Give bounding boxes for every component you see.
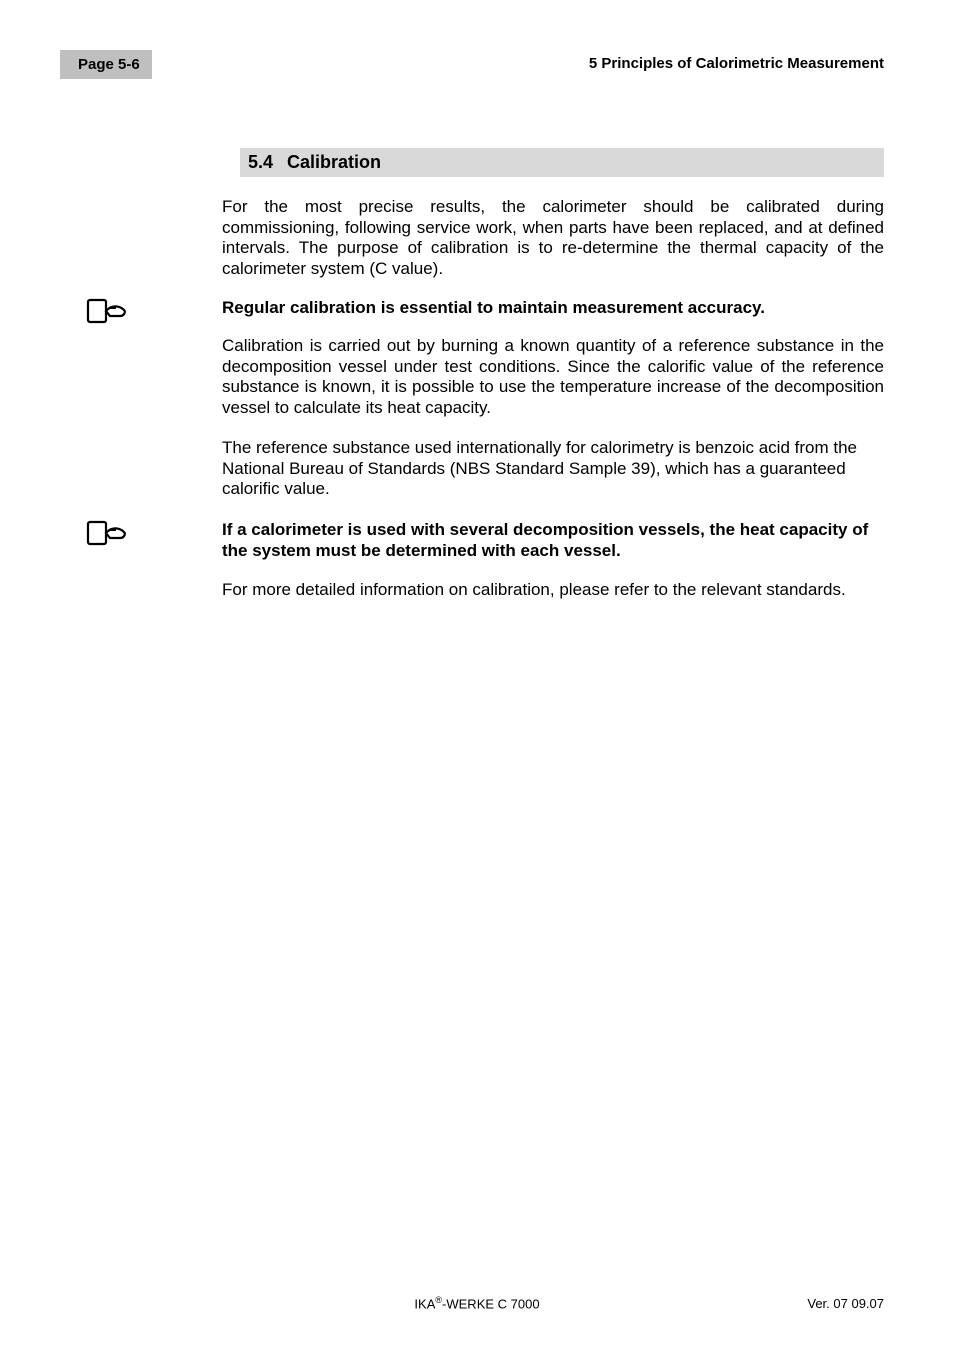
chapter-title: 5 Principles of Calorimetric Measurement bbox=[589, 55, 884, 72]
note-hand-icon bbox=[86, 518, 130, 548]
note-2: If a calorimeter is used with several de… bbox=[222, 520, 884, 561]
page-container: Page 5-6 5 Principles of Calorimetric Me… bbox=[0, 0, 954, 1351]
footer-brand-prefix: IKA bbox=[414, 1296, 435, 1311]
page-number-tab: Page 5-6 bbox=[60, 50, 152, 79]
note-1: Regular calibration is essential to main… bbox=[222, 298, 884, 319]
footer-brand-suffix: -WERKE C 7000 bbox=[442, 1296, 540, 1311]
section-title: Calibration bbox=[287, 152, 381, 172]
section-number: 5.4 bbox=[248, 152, 273, 172]
paragraph-1: For the most precise results, the calori… bbox=[222, 197, 884, 280]
section-heading: 5.4 Calibration bbox=[240, 148, 884, 177]
paragraph-3: The reference substance used internation… bbox=[222, 438, 884, 500]
note-hand-icon bbox=[86, 296, 130, 326]
paragraph-4: For more detailed information on calibra… bbox=[222, 580, 884, 601]
footer-version: Ver. 07 09.07 bbox=[807, 1296, 884, 1311]
paragraph-2: Calibration is carried out by burning a … bbox=[222, 336, 884, 419]
